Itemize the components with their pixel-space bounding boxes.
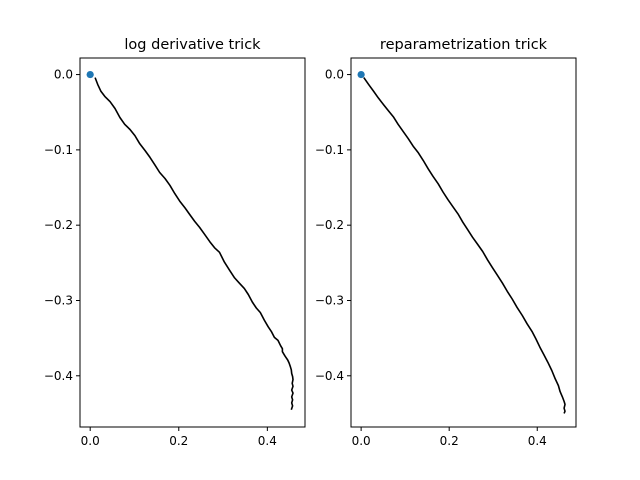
x-tick-label: 0.2 [440, 434, 459, 448]
y-tick-label: −0.3 [44, 293, 73, 307]
x-tick-label: 0.4 [258, 434, 277, 448]
chart-reparametrization-trick: reparametrization trick 0.0 0.2 0.4 0.0 −0.1… [315, 37, 577, 448]
x-tick-label: 0.0 [81, 434, 100, 448]
y-tick-label: −0.2 [44, 218, 73, 232]
start-point [86, 70, 94, 79]
axes-frame [79, 57, 306, 428]
plot-area [357, 70, 566, 414]
chart-title: log derivative trick [124, 37, 261, 53]
start-point [357, 70, 365, 79]
y-tick-label: −0.4 [315, 369, 344, 383]
y-tick-label: −0.1 [315, 143, 344, 157]
y-tick-label: −0.3 [315, 293, 344, 307]
y-tick-label: −0.4 [44, 369, 73, 383]
y-tick-label: −0.1 [44, 143, 73, 157]
x-tick-label: 0.4 [528, 434, 547, 448]
axes-frame [350, 57, 577, 428]
chart-title: reparametrization trick [380, 37, 548, 53]
x-tick-label: 0.2 [169, 434, 188, 448]
chart-log-derivative-trick: log derivative trick 0.0 0.2 0.4 0.0 −0.1 −0.… [44, 37, 306, 448]
trajectory-line [363, 77, 566, 414]
y-tick-label: −0.2 [315, 218, 344, 232]
y-tick-label: 0.0 [325, 68, 344, 82]
tick-layer: 0.0 0.2 0.4 0.0 −0.1 −0.2 −0.3 −0.4 [315, 68, 547, 448]
x-tick-label: 0.0 [352, 434, 371, 448]
tick-layer: 0.0 0.2 0.4 0.0 −0.1 −0.2 −0.3 −0.4 [44, 68, 277, 448]
trajectory-line [94, 77, 294, 410]
plot-area [86, 70, 294, 410]
y-tick-label: 0.0 [54, 68, 73, 82]
